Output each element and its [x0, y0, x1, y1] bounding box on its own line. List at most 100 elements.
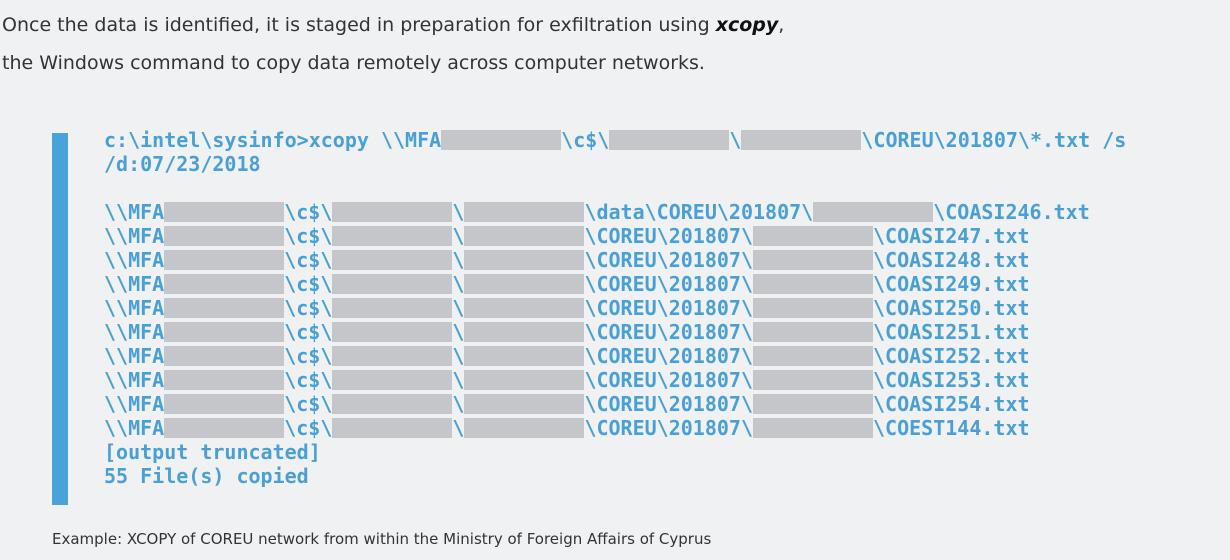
code-text: \ [452, 200, 465, 224]
code-line: \\MFA \c$\ \ \COREU\201807\ \COASI252.txt [104, 344, 1126, 368]
redaction [813, 202, 934, 222]
redaction [164, 226, 285, 246]
code-text: \COREU\201807\ [584, 416, 754, 440]
code-text: \COASI246.txt [933, 200, 1090, 224]
code-text: \COASI249.txt [873, 272, 1030, 296]
code-line: \\MFA \c$\ \ \data\COREU\201807\ \COASI246.t… [104, 200, 1126, 224]
intro-text: Once the data is identified, it is stage… [2, 14, 716, 36]
redaction [164, 418, 285, 438]
redaction [332, 274, 453, 294]
code-line: \\MFA \c$\ \ \COREU\201807\ \COASI251.txt [104, 320, 1126, 344]
code-line: \\MFA \c$\ \ \COREU\201807\ \COEST144.txt [104, 416, 1126, 440]
code-line: \\MFA \c$\ \ \COREU\201807\ \COASI254.txt [104, 392, 1126, 416]
caption: Example: XCOPY of COREU network from wit… [52, 530, 712, 548]
redaction [164, 298, 285, 318]
code-text: \COREU\201807\ [584, 296, 754, 320]
code-text: \c$\ [284, 200, 333, 224]
intro: Once the data is identified, it is stage… [2, 6, 784, 82]
code-text: \c$\ [284, 224, 333, 248]
code-text: \c$\ [284, 416, 333, 440]
redaction [753, 250, 874, 270]
code-text: \COREU\201807\ [584, 224, 754, 248]
code-text: \ [452, 224, 465, 248]
code-line: \\MFA \c$\ \ \COREU\201807\ \COASI253.txt [104, 368, 1126, 392]
code-text: \COREU\201807\ [584, 320, 754, 344]
code-text: \ [452, 416, 465, 440]
redaction [332, 370, 453, 390]
redaction [464, 370, 585, 390]
redaction [464, 226, 585, 246]
redaction [753, 322, 874, 342]
code-text: \COEST144.txt [873, 416, 1030, 440]
code-text: c:\intel\sysinfo>xcopy \\MFA [104, 128, 442, 152]
code-text: \\MFA [104, 368, 165, 392]
redaction [332, 202, 453, 222]
code-text: \\MFA [104, 344, 165, 368]
code-line: [output truncated] [104, 440, 1126, 464]
code-text: \COASI247.txt [873, 224, 1030, 248]
redaction [332, 346, 453, 366]
redaction [164, 250, 285, 270]
redaction [164, 370, 285, 390]
code-text: \COASI252.txt [873, 344, 1030, 368]
redaction [464, 202, 585, 222]
code-text: \\MFA [104, 392, 165, 416]
emphasis: xcopy [715, 14, 779, 36]
redaction [464, 298, 585, 318]
redaction [164, 322, 285, 342]
code-line: \\MFA \c$\ \ \COREU\201807\ \COASI248.txt [104, 248, 1126, 272]
code-line: \\MFA \c$\ \ \COREU\201807\ \COASI250.txt [104, 296, 1126, 320]
redaction [464, 418, 585, 438]
redaction [753, 418, 874, 438]
redaction [753, 394, 874, 414]
code-text: \COASI253.txt [873, 368, 1030, 392]
code-text: \\MFA [104, 248, 165, 272]
code-text: \c$\ [284, 344, 333, 368]
redaction [332, 250, 453, 270]
redaction [464, 250, 585, 270]
code-text: \COASI251.txt [873, 320, 1030, 344]
code-text: \data\COREU\201807\ [584, 200, 814, 224]
code-text: \c$\ [284, 272, 333, 296]
redaction [464, 322, 585, 342]
code-text: \COREU\201807\ [584, 368, 754, 392]
code-text: \COREU\201807\*.txt /s [861, 128, 1127, 152]
redaction [753, 274, 874, 294]
redaction [332, 226, 453, 246]
intro-line: Once the data is identified, it is stage… [2, 6, 784, 44]
code-text: \COREU\201807\ [584, 248, 754, 272]
code-text: \COREU\201807\ [584, 272, 754, 296]
code-text: \ [452, 344, 465, 368]
code-text: \\MFA [104, 296, 165, 320]
code-bar [52, 133, 68, 505]
redaction [164, 394, 285, 414]
redaction [753, 226, 874, 246]
code-text: \\MFA [104, 224, 165, 248]
redaction [464, 394, 585, 414]
redaction [164, 274, 285, 294]
intro-after: , [778, 14, 785, 36]
code-text: \c$\ [284, 392, 333, 416]
code-line: \\MFA \c$\ \ \COREU\201807\ \COASI247.txt [104, 224, 1126, 248]
code-line: c:\intel\sysinfo>xcopy \\MFA \c$\ \ \COREU\… [104, 128, 1126, 152]
spacer [104, 176, 1126, 200]
code-text: \ [452, 368, 465, 392]
code-text: \COASI248.txt [873, 248, 1030, 272]
intro-line: the Windows command to copy data remotel… [2, 52, 705, 74]
redaction [609, 130, 730, 150]
code-text: \ [452, 320, 465, 344]
code-line: 55 File(s) copied [104, 464, 1126, 488]
redaction [753, 298, 874, 318]
code-text: \ [452, 392, 465, 416]
code-text: \COASI254.txt [873, 392, 1030, 416]
redaction [332, 322, 453, 342]
code-text: \ [452, 248, 465, 272]
code-text: \c$\ [561, 128, 610, 152]
code-text: 55 File(s) copied [104, 464, 309, 488]
code-line: \\MFA \c$\ \ \COREU\201807\ \COASI249.txt [104, 272, 1126, 296]
redaction [464, 274, 585, 294]
code-text: \c$\ [284, 320, 333, 344]
code-text: \\MFA [104, 272, 165, 296]
code-text: \c$\ [284, 248, 333, 272]
